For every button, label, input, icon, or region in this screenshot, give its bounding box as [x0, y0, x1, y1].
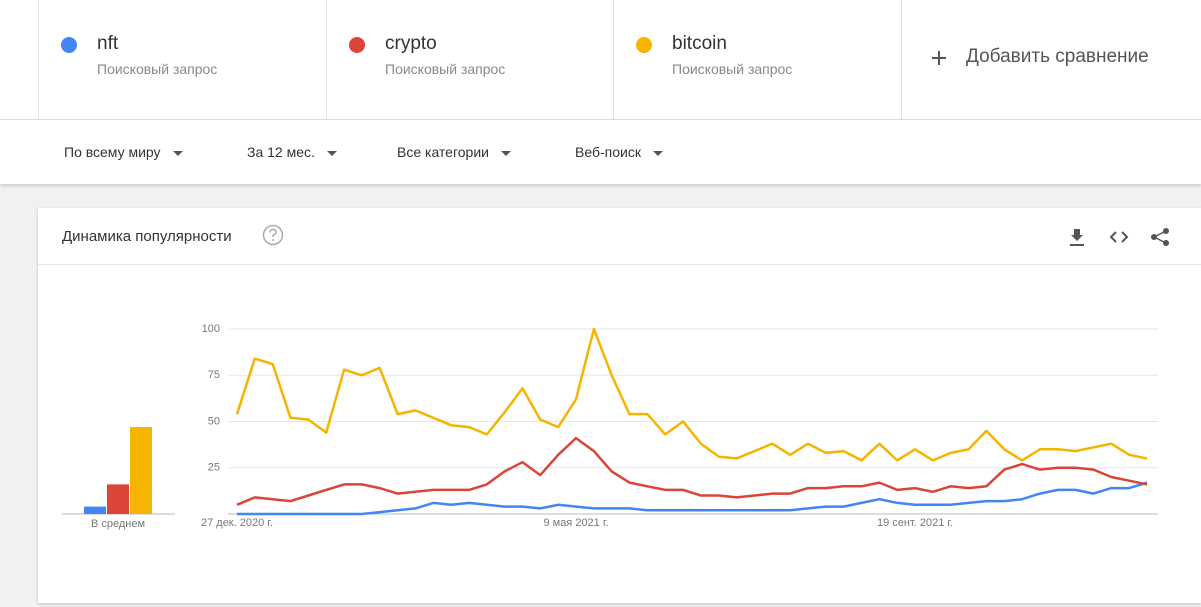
term-dot — [349, 37, 365, 53]
term-dot — [636, 37, 652, 53]
search-term: crypto Поисковый запрос — [326, 0, 614, 119]
filter-dropdown[interactable]: По всему миру — [64, 144, 183, 160]
term-dot — [61, 37, 77, 53]
x-tick-label: 9 мая 2021 г. — [543, 517, 608, 529]
add-comparison[interactable]: Добавить сравнение — [901, 0, 1201, 119]
term-name: bitcoin — [672, 33, 727, 54]
average-bar — [107, 484, 129, 514]
trend-line — [237, 481, 1148, 516]
search-term: bitcoin Поисковый запрос — [613, 0, 901, 119]
filter-dropdown[interactable]: Веб-поиск — [575, 144, 663, 160]
trend-line — [235, 327, 1148, 462]
y-tick-label: 75 — [208, 369, 220, 381]
average-bar — [84, 506, 106, 514]
card-header: Динамика популярности — [38, 208, 1201, 265]
y-tick-label: 50 — [208, 415, 220, 427]
term-subtitle: Поисковый запрос — [385, 61, 506, 77]
add-comparison-label: Добавить сравнение — [966, 46, 1149, 67]
filters-bar: По всему миру За 12 мес. Все категории Веб-… — [0, 120, 1201, 184]
help-icon[interactable] — [262, 224, 284, 246]
y-tick-label: 25 — [208, 462, 220, 474]
term-subtitle: Поисковый запрос — [97, 61, 218, 77]
filter-dropdown[interactable]: Все категории — [397, 144, 511, 160]
trend-line — [236, 436, 1148, 506]
term-subtitle: Поисковый запрос — [672, 61, 793, 77]
search-terms-bar: nft Поисковый запрос crypto Поисковый запро… — [0, 0, 1201, 120]
term-name: crypto — [385, 33, 437, 54]
card-title: Динамика популярности — [62, 228, 232, 245]
interest-card: Динамика популярности — [38, 208, 1201, 603]
average-label: В среднем — [91, 518, 145, 530]
x-tick-label: 19 сент. 2021 г. — [877, 517, 953, 529]
y-tick-label: 100 — [202, 323, 220, 335]
search-term: nft Поисковый запрос — [38, 0, 326, 119]
term-name: nft — [97, 33, 119, 54]
card-actions[interactable] — [1068, 226, 1178, 248]
average-bar — [130, 427, 152, 514]
x-tick-label: 27 дек. 2020 г. — [201, 517, 273, 529]
filter-dropdown[interactable]: За 12 мес. — [247, 144, 337, 160]
plus-icon — [938, 51, 940, 65]
